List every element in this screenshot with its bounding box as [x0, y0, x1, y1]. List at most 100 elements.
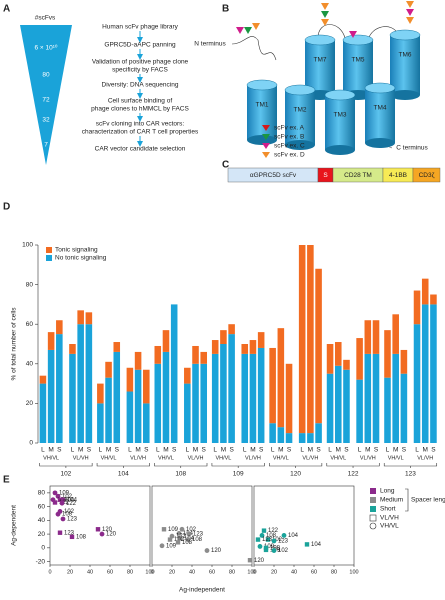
x-tick-label: S [374, 447, 379, 454]
construct-label: S [323, 172, 328, 179]
point-label: 104 [67, 497, 78, 503]
point [265, 537, 271, 542]
orientation-label: VH/VL [388, 455, 404, 461]
helix-label: TM7 [314, 57, 327, 64]
point-label: 108 [192, 537, 203, 543]
bar-segment [392, 353, 399, 443]
point [177, 536, 183, 541]
group-bracket [211, 463, 265, 468]
helix-top [389, 29, 421, 41]
x-tick-label: L [358, 447, 362, 454]
x-tick-label: S [57, 447, 62, 454]
bar-segment [154, 345, 162, 364]
count: 32 [42, 117, 50, 124]
point [204, 548, 210, 553]
group-label: 102 [60, 471, 71, 478]
point-label: 120 [102, 527, 113, 533]
legend-swatch [370, 488, 376, 494]
bar-segment [277, 328, 285, 428]
n-terminus: N terminus [194, 41, 226, 48]
bar-segment [134, 369, 142, 443]
bar-segment [421, 304, 429, 443]
x-tick-label: S [287, 447, 292, 454]
bar-segment [192, 363, 199, 443]
point [281, 533, 287, 538]
point [271, 548, 277, 553]
point-label: 120 [106, 532, 117, 538]
helix-bottom [390, 90, 420, 100]
point-label: 120 [211, 548, 222, 554]
point [52, 490, 58, 496]
epitope-marker [244, 27, 252, 34]
construct-label: CD28 TM [344, 172, 372, 179]
x-tick-label: 80 [331, 569, 337, 575]
helix [365, 88, 395, 143]
x-tick-label: S [316, 447, 321, 454]
helix [305, 40, 335, 95]
bar-segment [211, 340, 219, 354]
x-tick-label: M [423, 447, 428, 454]
bar-segment [334, 342, 342, 366]
bar-segment [113, 351, 121, 443]
legend-marker [369, 514, 377, 522]
panel-label: D [3, 202, 10, 213]
point [259, 533, 265, 538]
orientation-label: VH/VL [158, 455, 174, 461]
orientation-label: VH/VL [43, 455, 59, 461]
x-tick-label: L [41, 447, 45, 454]
bar-segment [69, 353, 76, 443]
legend-label: Medium [380, 497, 403, 504]
legend-label: No tonic signaling [55, 255, 107, 262]
helix [247, 85, 277, 140]
point [169, 533, 175, 539]
x-tick-label: M [106, 447, 111, 454]
point-label: 108 [76, 534, 87, 540]
point [176, 531, 182, 536]
bar-segment [126, 391, 134, 443]
point [52, 500, 58, 505]
step-text: GPRC5D-aAPC panning [104, 42, 176, 49]
bar-segment [77, 324, 84, 443]
bar-segment [97, 403, 104, 443]
point [69, 534, 75, 540]
bar-segment [200, 363, 208, 443]
orientation-label: VL/VH [360, 455, 376, 461]
step-text: Diversity: DNA sequencing [102, 82, 179, 89]
construct-label: CD3ζ [419, 172, 435, 179]
x-tick-label: L [243, 447, 247, 454]
bar-segment [249, 353, 257, 443]
bar-segment [356, 338, 363, 380]
epitope-marker [406, 1, 414, 8]
x-tick-label: S [172, 447, 177, 454]
bar-segment [430, 304, 437, 443]
count: 80 [42, 72, 50, 79]
point [59, 500, 65, 506]
panel-label: B [222, 4, 229, 15]
point [263, 547, 269, 553]
bar-segment [372, 353, 380, 443]
point [186, 531, 192, 537]
x-tick-label: L [71, 447, 75, 454]
point [57, 497, 63, 502]
legend-label: Tonic signaling [55, 247, 98, 254]
bar-segment [85, 312, 93, 325]
point [95, 527, 101, 532]
x-tick-label: 60 [107, 569, 113, 575]
orientation-label: VL/VH [302, 455, 318, 461]
funnel [20, 25, 72, 165]
bar-segment [39, 383, 47, 443]
bar-segment [211, 353, 219, 443]
helix-label: TM1 [256, 102, 269, 109]
point-label: 104 [288, 533, 299, 539]
step-text: CAR vector candidate selection [95, 146, 186, 153]
x-tick-label: L [99, 447, 103, 454]
point-label: 122 [268, 528, 279, 534]
bar-segment [154, 363, 162, 443]
bar-segment [285, 363, 293, 434]
helix-label: TM6 [399, 52, 412, 59]
point-label: 123 [262, 537, 273, 543]
bar-segment [413, 290, 421, 325]
y-tick-label: 100 [22, 242, 33, 249]
epitope-marker [321, 3, 329, 10]
